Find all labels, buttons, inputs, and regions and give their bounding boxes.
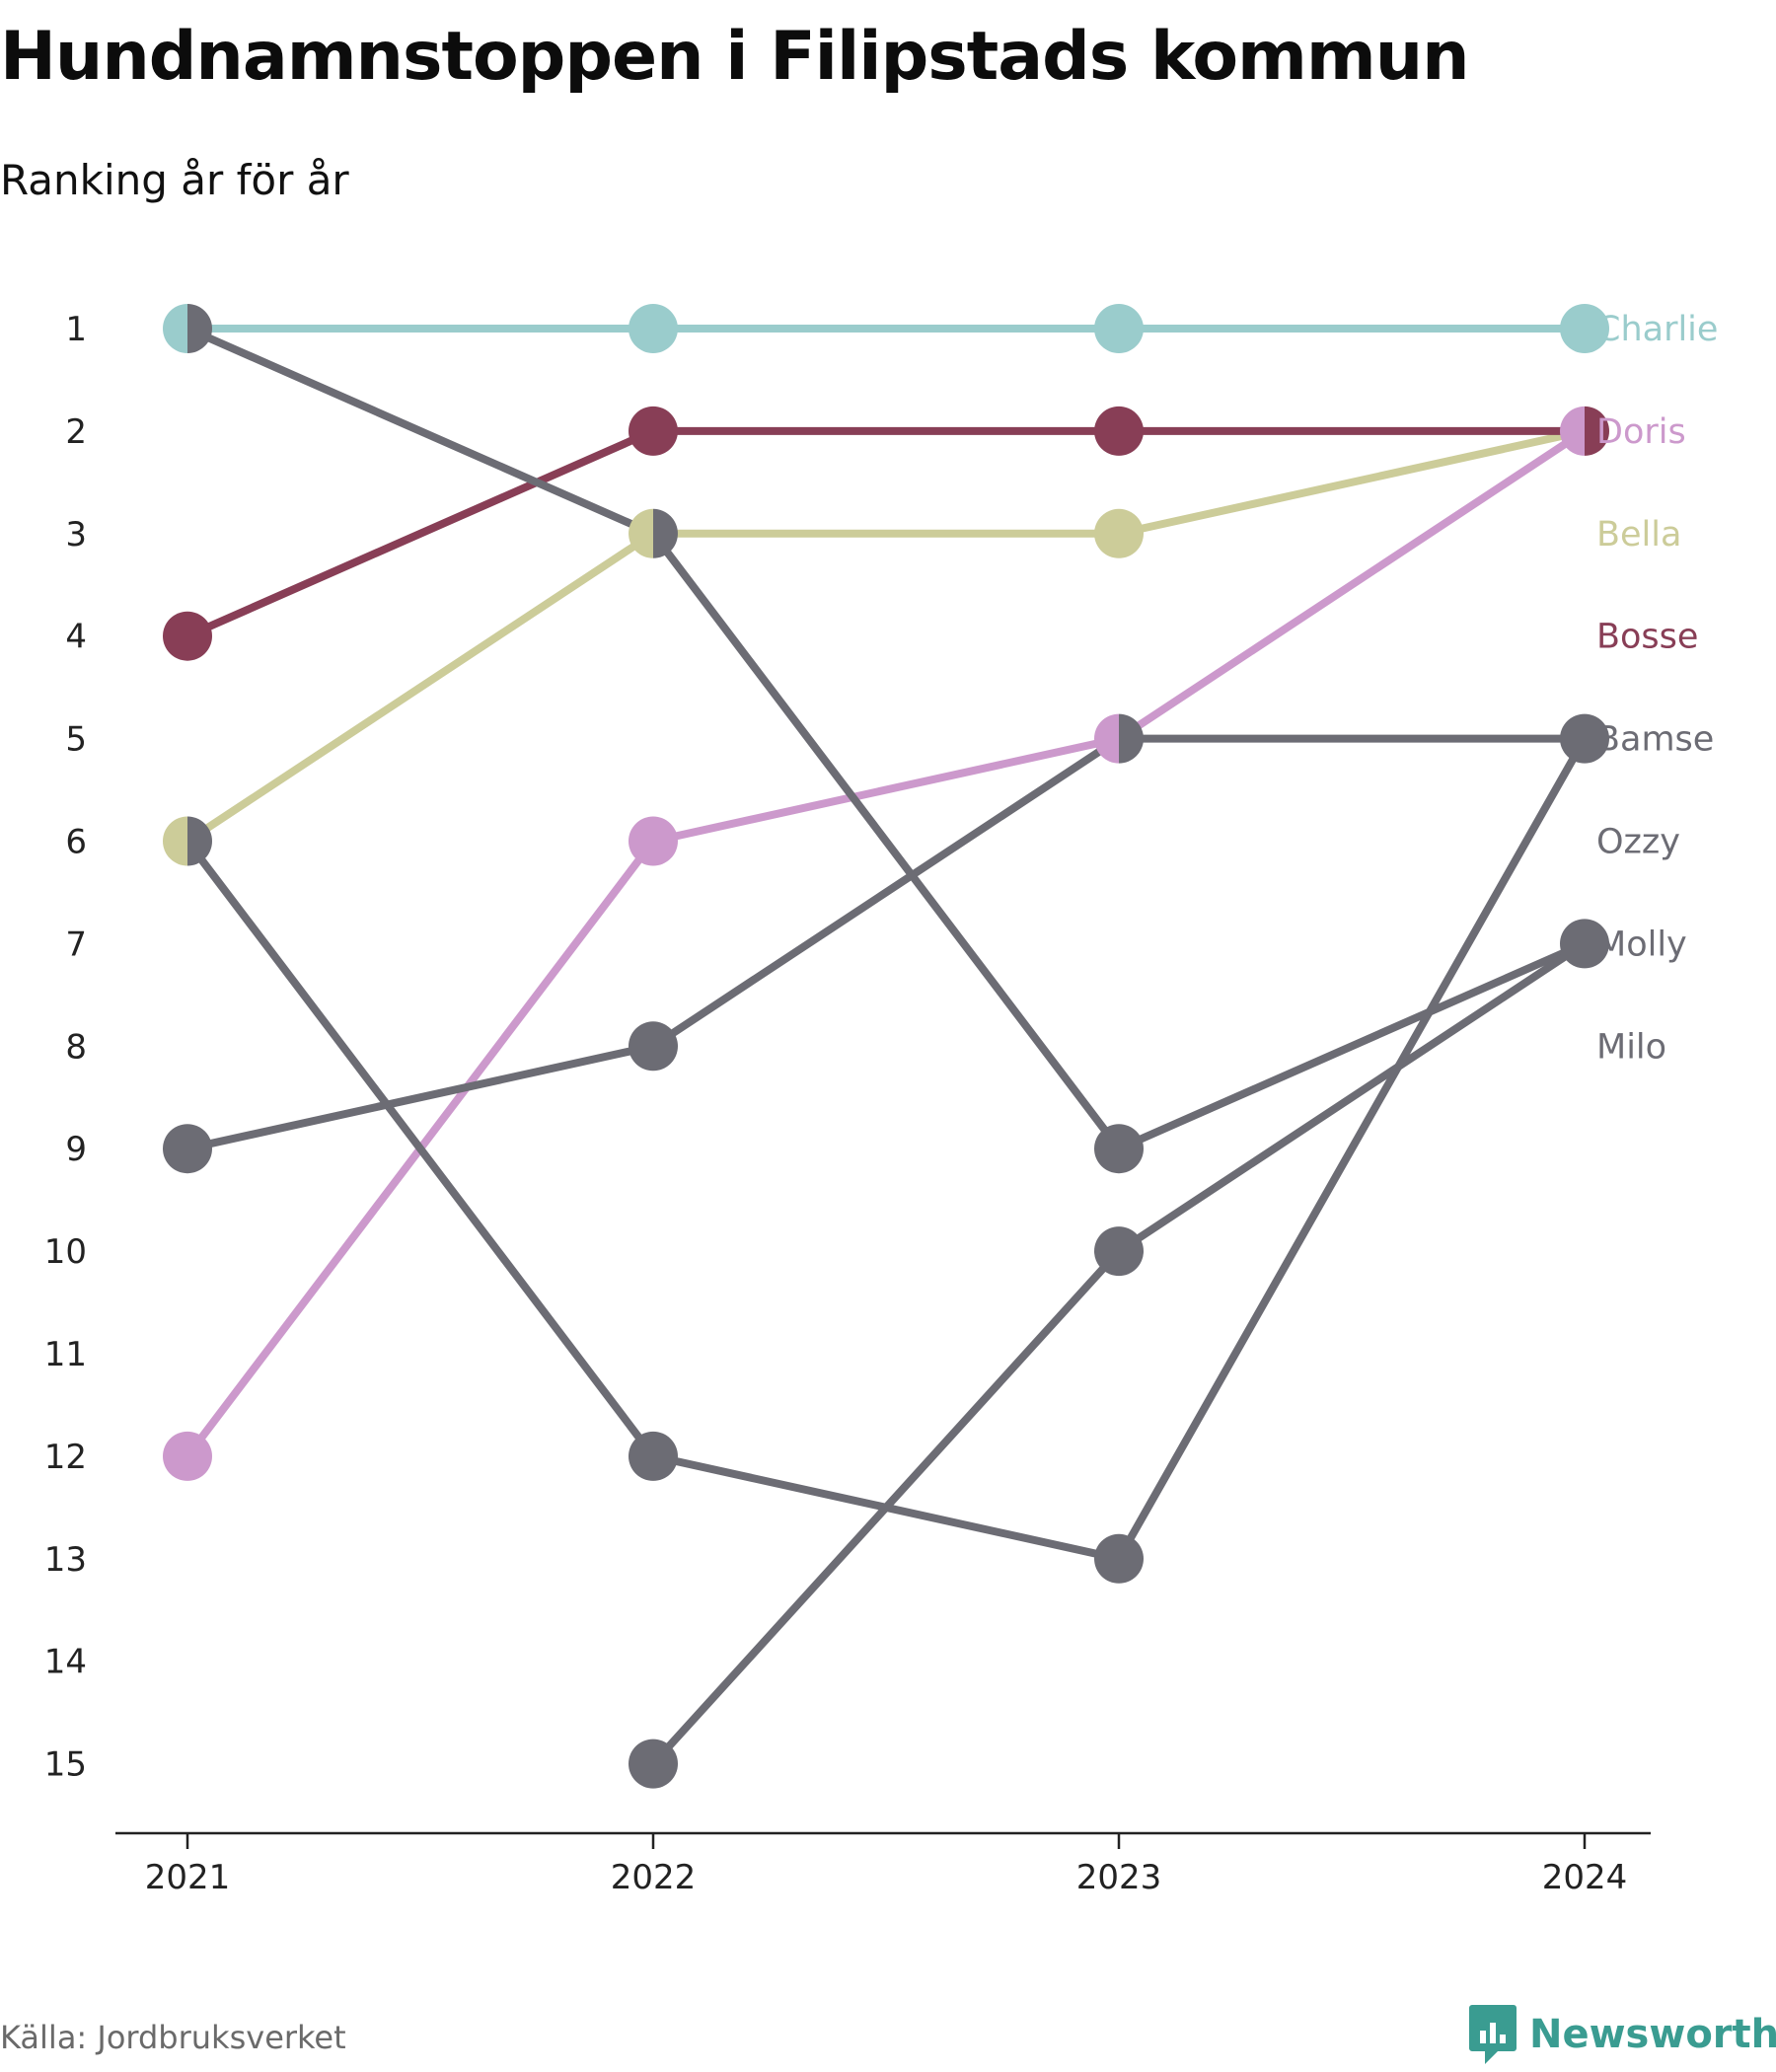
series-label-bosse: Bosse bbox=[1596, 618, 1698, 657]
point-bosse bbox=[1585, 406, 1609, 456]
point-bamse bbox=[1119, 713, 1144, 764]
series-lines bbox=[184, 325, 1589, 1768]
point-bosse bbox=[629, 406, 678, 456]
series-line-bosse bbox=[184, 426, 1589, 640]
y-tick-label: 11 bbox=[44, 1335, 87, 1374]
point-milo bbox=[187, 816, 213, 866]
point-doris bbox=[629, 816, 678, 866]
point-bosse bbox=[1094, 406, 1144, 456]
point-charlie bbox=[629, 304, 678, 353]
brand-name: Newsworthy bbox=[1529, 2012, 1776, 2057]
point-milo bbox=[629, 1431, 678, 1481]
point-molly bbox=[629, 1739, 678, 1789]
point-doris bbox=[1094, 713, 1119, 764]
y-tick-label: 12 bbox=[44, 1438, 87, 1477]
point-molly bbox=[1094, 1226, 1144, 1277]
y-tick-label: 13 bbox=[44, 1540, 87, 1580]
series-line-bamse bbox=[184, 734, 1589, 1153]
y-tick-label: 2 bbox=[65, 412, 87, 452]
x-tick-label: 2022 bbox=[611, 1858, 697, 1897]
point-ozzy bbox=[1560, 919, 1609, 969]
y-tick-label: 5 bbox=[65, 720, 87, 760]
point-bella bbox=[163, 816, 187, 866]
series-label-molly: Molly bbox=[1596, 925, 1687, 964]
y-tick-label: 6 bbox=[65, 823, 87, 862]
y-tick-label: 3 bbox=[65, 515, 87, 555]
series-label-ozzy: Ozzy bbox=[1596, 823, 1680, 862]
y-tick-label: 14 bbox=[44, 1643, 87, 1682]
point-bella bbox=[1094, 508, 1144, 558]
point-ozzy bbox=[653, 508, 678, 558]
chart-subtitle: Ranking år för år bbox=[0, 156, 349, 204]
series-labels: Charlie Doris Bella Bosse Bamse Ozzy Molly Milo bbox=[1596, 310, 1718, 1067]
series-line-milo bbox=[184, 734, 1589, 1563]
y-tick-label: 1 bbox=[65, 310, 87, 349]
series-label-doris: Doris bbox=[1596, 412, 1686, 452]
y-tick-label: 4 bbox=[65, 618, 87, 657]
y-tick-label: 15 bbox=[44, 1745, 87, 1785]
y-tick-label: 10 bbox=[44, 1232, 87, 1272]
point-charlie bbox=[1094, 304, 1144, 353]
source-note: Källa: Jordbruksverket bbox=[0, 2019, 346, 2056]
y-tick-label: 7 bbox=[65, 925, 87, 964]
point-charlie bbox=[1560, 304, 1609, 353]
x-tick-label: 2023 bbox=[1076, 1858, 1162, 1897]
x-tick-label: 2024 bbox=[1542, 1858, 1628, 1897]
chart-title: Hundnamnstoppen i Filipstads kommun bbox=[0, 18, 1470, 96]
point-doris bbox=[1560, 406, 1585, 456]
y-tick-label: 9 bbox=[65, 1130, 87, 1169]
series-line-bella bbox=[184, 426, 1589, 846]
point-bamse bbox=[629, 1021, 678, 1072]
series-label-bella: Bella bbox=[1596, 515, 1681, 555]
series-label-bamse: Bamse bbox=[1596, 720, 1714, 760]
point-bella bbox=[629, 508, 653, 558]
point-charlie bbox=[163, 304, 187, 353]
point-milo bbox=[1094, 1533, 1144, 1584]
series-line-doris bbox=[184, 426, 1589, 1460]
series-label-milo: Milo bbox=[1596, 1027, 1666, 1067]
point-ozzy bbox=[187, 304, 212, 353]
series-points bbox=[163, 304, 1609, 1789]
series-line-ozzy bbox=[184, 325, 1589, 1153]
newsworthy-logo-icon bbox=[1469, 2005, 1517, 2064]
x-tick-label: 2021 bbox=[145, 1858, 231, 1897]
point-bamse bbox=[1560, 713, 1609, 764]
series-label-charlie: Charlie bbox=[1596, 310, 1718, 349]
point-bamse bbox=[163, 1124, 212, 1174]
series-line-molly bbox=[649, 939, 1589, 1768]
point-ozzy bbox=[1094, 1124, 1144, 1174]
point-doris bbox=[163, 1431, 212, 1481]
brand-logo[interactable]: Newsworthy bbox=[1468, 2003, 1776, 2066]
point-bosse bbox=[163, 611, 212, 661]
y-tick-label: 8 bbox=[65, 1027, 87, 1067]
